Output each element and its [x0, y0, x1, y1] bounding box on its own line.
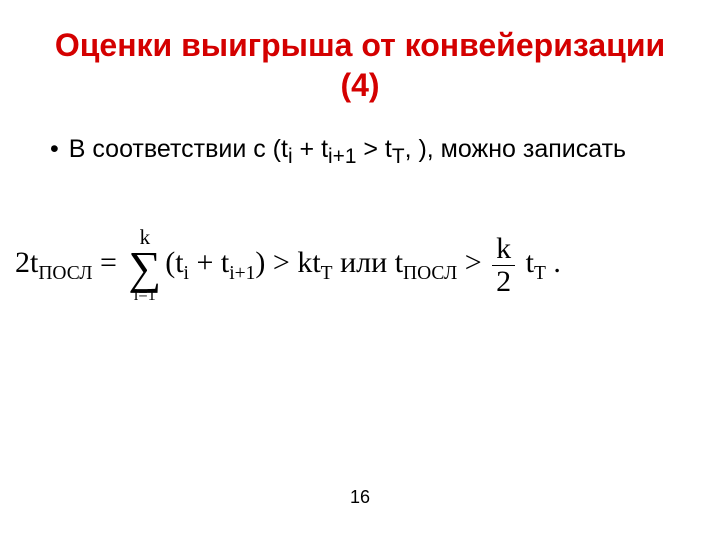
- sigma: k∑i=1: [128, 227, 161, 304]
- bt-after: , ), можно записать: [405, 135, 627, 163]
- f-dot: .: [546, 246, 561, 279]
- bt-sub2: i+1: [328, 145, 356, 168]
- page-number: 16: [0, 487, 720, 508]
- f-plus: + t: [189, 246, 229, 279]
- f-or: или: [333, 246, 395, 279]
- bullet-text: В соответствии с (ti + ti+1 > tT, ), мож…: [69, 133, 626, 167]
- f-tail-t: t: [518, 246, 534, 279]
- fraction: k2: [492, 234, 515, 297]
- f-gt2: >: [457, 246, 489, 279]
- f-rhst: t: [395, 246, 403, 279]
- f-close: ): [255, 246, 265, 279]
- bullet-item: • В соответствии с (ti + ti+1 > tT, ), м…: [50, 133, 680, 167]
- bt-1: В соответствии с (t: [69, 135, 288, 163]
- bullet-marker: •: [50, 135, 59, 164]
- f-gt1: > kt: [265, 246, 320, 279]
- f-kt-sub: T: [321, 263, 333, 284]
- f-open: (t: [165, 246, 183, 279]
- formula: 2tПОСЛ = k∑i=1(ti + ti+1) > ktT или tПОС…: [15, 227, 680, 304]
- f-s2: i+1: [229, 263, 255, 284]
- slide-title: Оценки выигрыша от конвейеризации (4): [40, 25, 680, 105]
- f-rhs-sub: ПОСЛ: [403, 263, 457, 284]
- bt-sub3: T: [392, 145, 405, 168]
- f-lhs: 2t: [15, 246, 38, 279]
- sigma-symbol: ∑: [128, 248, 161, 287]
- f-tail-sub: T: [534, 263, 546, 284]
- slide-container: Оценки выигрыша от конвейеризации (4) • …: [0, 0, 720, 540]
- f-lhs-sub: ПОСЛ: [38, 263, 92, 284]
- f-eq: =: [93, 246, 125, 279]
- frac-top: k: [492, 234, 515, 266]
- frac-bot: 2: [492, 266, 515, 297]
- bt-plus: + t: [293, 135, 328, 163]
- bt-gt: > t: [356, 135, 391, 163]
